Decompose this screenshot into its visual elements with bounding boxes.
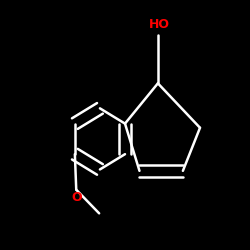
Text: HO: HO [149,18,170,32]
Text: O: O [71,191,82,204]
